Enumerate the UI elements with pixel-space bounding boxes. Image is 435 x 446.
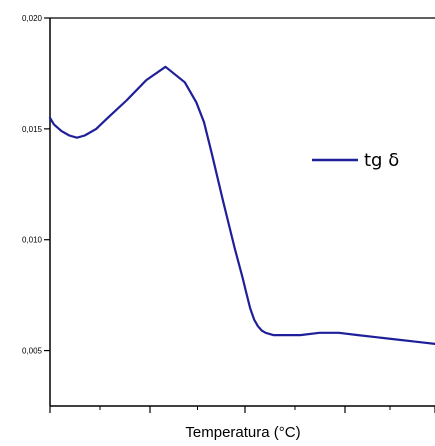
ticks: 0,020 0,015 0,010 0,005 <box>22 14 435 413</box>
series <box>48 65 435 345</box>
legend: tg δ <box>312 150 399 171</box>
legend-entry: tg δ <box>364 150 399 171</box>
x-axis-label: Temperatura (°C) <box>185 424 300 441</box>
y-tick-label: 0,010 <box>22 236 43 245</box>
y-tick-label: 0,005 <box>22 347 43 356</box>
y-tick-label: 0,020 <box>22 14 43 23</box>
y-tick-label: 0,015 <box>22 125 43 134</box>
axes <box>49 17 435 407</box>
series-line <box>48 65 435 345</box>
